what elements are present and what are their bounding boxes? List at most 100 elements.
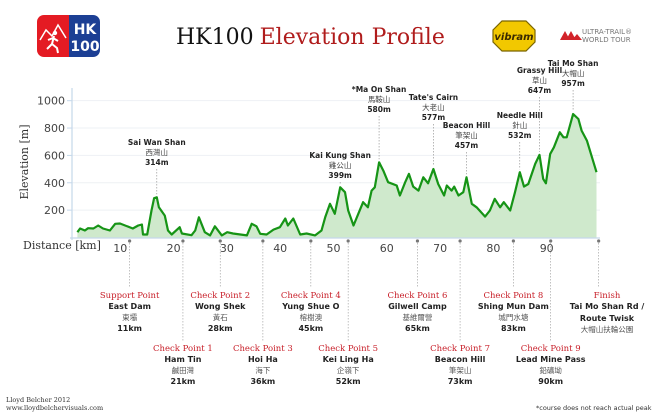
peak-name: *Ma On Shan: [352, 85, 407, 94]
checkpoint-name: Ham Tin: [164, 355, 201, 364]
peak-height: 457m: [455, 141, 479, 150]
svg-text:100: 100: [70, 39, 99, 55]
x-tick-label: 90: [540, 242, 554, 255]
peak-chinese-name: 針山: [512, 120, 527, 130]
checkpoint-chinese-name: 海下: [255, 365, 270, 375]
vibram-logo: vibram: [492, 20, 536, 52]
checkpoint-marker: [218, 239, 222, 243]
peak-name: Tai Mo Shan: [548, 59, 599, 68]
svg-text:vibram: vibram: [494, 32, 533, 43]
ultra-trail-world-tour-logo: ULTRA-TRAIL® WORLD TOUR: [560, 28, 632, 44]
elevation-line: [76, 112, 598, 237]
checkpoint-distance: 36km: [250, 377, 275, 386]
checkpoint-distance: 65km: [405, 324, 430, 333]
peak-chinese-name: 筆架山: [455, 130, 478, 140]
checkpoint-marker: [549, 239, 553, 243]
peak-name: Needle Hill: [497, 111, 543, 120]
hk100-logo: HK 100: [37, 15, 100, 57]
checkpoint-marker: [597, 239, 601, 243]
x-tick-label: 70: [433, 242, 447, 255]
checkpoint-name: Beacon Hill: [435, 355, 486, 364]
x-ticks: 10 20 30 40 50 60 70 80 90: [113, 242, 553, 255]
y-ticks: 200 400 600 800 1000: [37, 95, 72, 217]
checkpoint-distance: 52km: [336, 377, 361, 386]
peak-chinese-name: 雞公山: [329, 160, 352, 170]
y-axis-label: Elevation [m]: [18, 125, 31, 200]
peak-name: Beacon Hill: [443, 121, 490, 130]
checkpoint-chinese-name: 基維爾營: [402, 312, 432, 322]
peak-height: 399m: [328, 171, 352, 180]
y-tick-label: 800: [44, 122, 65, 135]
checkpoint-chinese-name: 東壩: [122, 312, 137, 322]
checkpoint-chinese-name: 筆架山: [449, 365, 472, 375]
peak-chinese-name: 草山: [532, 75, 547, 85]
checkpoint-marker: [181, 239, 185, 243]
checkpoint-marker: [261, 239, 265, 243]
x-tick-label: 10: [113, 242, 127, 255]
peak-chinese-name: 西灣山: [146, 147, 169, 157]
x-tick-label: 40: [273, 242, 287, 255]
peak-height: 580m: [367, 105, 391, 114]
checkpoint-distance: 21km: [171, 377, 196, 386]
checkpoint-title: Support Point: [100, 291, 160, 301]
y-tick-label: 600: [44, 149, 65, 162]
checkpoint-distance: 28km: [208, 324, 233, 333]
checkpoint-name: Tai Mo Shan Rd /: [570, 302, 645, 311]
peak-height: 532m: [508, 131, 532, 140]
x-tick-label: 20: [167, 242, 181, 255]
checkpoint-title: Check Point 7: [430, 344, 490, 354]
checkpoint-marker: [415, 239, 420, 243]
x-tick-label: 60: [380, 242, 394, 255]
x-tick-label: 50: [326, 242, 340, 255]
checkpoint-name: East Dam: [108, 302, 151, 311]
credit: Lloyd Belcher 2012: [6, 396, 70, 404]
checkpoint-name: Hoi Ha: [248, 355, 278, 364]
svg-text:HK: HK: [74, 22, 98, 38]
checkpoint-chinese-name: 榕樹澳: [300, 312, 323, 322]
svg-text:WORLD TOUR: WORLD TOUR: [582, 36, 631, 44]
peak-name: Kai Kung Shan: [309, 151, 371, 160]
y-tick-label: 400: [44, 177, 65, 190]
checkpoint-distance: 11km: [117, 324, 142, 333]
peak-name: Grassy Hill: [517, 66, 562, 75]
checkpoint-distance: 83km: [501, 324, 526, 333]
checkpoint-marker: [128, 239, 132, 243]
checkpoint-title: Finish: [594, 291, 621, 301]
checkpoint-distance: 90km: [538, 377, 563, 386]
peak-chinese-name: 大老山: [422, 102, 445, 112]
checkpoint-name-line2: Route Twisk: [580, 314, 635, 323]
checkpoint-name: Gilwell Camp: [388, 302, 447, 311]
checkpoint-name: Yung Shue O: [281, 302, 339, 311]
checkpoint-name: Lead Mine Pass: [516, 355, 586, 364]
checkpoint-distance: 73km: [448, 377, 473, 386]
checkpoint-marker: [346, 239, 350, 243]
checkpoint-title: Check Point 9: [521, 344, 581, 354]
x-tick-label: 80: [486, 242, 500, 255]
x-axis-label: Distance [km]: [23, 239, 101, 252]
checkpoint-title: Check Point 2: [190, 291, 250, 301]
checkpoint-name: Wong Shek: [195, 302, 246, 311]
checkpoint-marker: [309, 239, 313, 243]
page-title: HK100 Elevation Profile: [176, 25, 445, 50]
checkpoint-chinese-name: 黃石: [213, 312, 228, 322]
checkpoint-title: Check Point 6: [388, 291, 448, 301]
checkpoint-chinese-name: 鉛礦坳: [539, 365, 562, 375]
